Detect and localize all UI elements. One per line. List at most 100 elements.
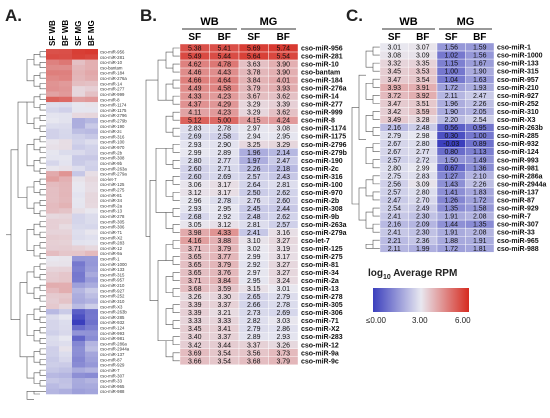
panel-a-row-label: cso-miR-965 <box>100 384 125 389</box>
panel-a-cell <box>59 330 72 336</box>
panel-b-cell-value: 3.54 <box>217 358 231 365</box>
panel-b-cell-value: 2.89 <box>247 334 261 341</box>
panel-c-cell-value: 1.15 <box>444 61 458 68</box>
panel-a-cell <box>72 112 85 119</box>
panel-a-cell <box>72 70 85 76</box>
panel-a-row-label: cso-let-7 <box>100 177 117 182</box>
panel-c-cell-value: 0.80 <box>444 149 458 156</box>
panel-a-cell <box>59 187 72 193</box>
panel-c-cell-value: 1.13 <box>473 149 487 156</box>
panel-a-cell <box>59 271 72 278</box>
panel-a-cell <box>46 340 59 347</box>
panel-a-cell <box>72 187 85 193</box>
panel-b-cell-value: 2.83 <box>188 126 202 133</box>
panel-a-cell <box>72 340 85 347</box>
panel-a-cell <box>85 325 98 331</box>
panel-b-row-label: cso-miR-956 <box>301 46 343 53</box>
panel-c-cell-value: -0.03 <box>443 141 459 148</box>
panel-a-cell <box>46 197 59 204</box>
panel-a-cell <box>72 49 85 55</box>
panel-a-cell <box>59 96 72 103</box>
panel-c-cell-value: 1.72 <box>444 246 458 253</box>
panel-c-cell-value: 1.00 <box>444 69 458 76</box>
panel-a-cell <box>46 330 59 336</box>
panel-a-cell <box>59 224 72 230</box>
panel-c-cell-value: 0.95 <box>473 125 487 132</box>
panel-b-cell-value: 2.41 <box>247 230 261 237</box>
panel-c-cell-value: 1.88 <box>444 238 458 245</box>
panel-c-row-label: cso-miR-7 <box>497 214 531 221</box>
panel-a-row-label: cso-miR-279b <box>100 119 127 124</box>
panel-a-col-header: BF MG <box>87 20 96 46</box>
panel-a-cell <box>72 176 85 182</box>
panel-c-row-label: cso-miR-124 <box>497 149 539 156</box>
panel-a-cell <box>85 176 98 182</box>
panel-b-cell-value: 4.11 <box>188 110 201 117</box>
panel-c-cell-value: 2.56 <box>387 181 401 188</box>
panel-a-cell <box>46 213 59 220</box>
panel-b-row-label: cso-miR-13 <box>301 286 339 293</box>
panel-a-row-label: cso-miR-10 <box>100 60 123 65</box>
panel-a-cell <box>72 224 85 230</box>
panel-c-cell-value: 3.72 <box>387 93 401 100</box>
panel-a-cell <box>72 303 85 310</box>
panel-a-cell <box>46 240 59 246</box>
panel-a-cell <box>59 181 72 188</box>
panel-b-cell-value: 2.95 <box>217 206 231 213</box>
panel-c-cell-value: 1.43 <box>444 181 458 188</box>
panel-a-row-label: cso-miR-286a <box>100 341 127 346</box>
panel-a-cell <box>85 383 98 389</box>
panel-b-cell-value: 3.29 <box>247 110 261 117</box>
panel-a-cell <box>59 75 72 82</box>
panel-c-cell-value: 2.08 <box>473 230 487 237</box>
panel-b-cell-value: 3.01 <box>276 286 290 293</box>
panel-b-cell-value: 2.93 <box>188 142 202 149</box>
panel-a-cell <box>46 91 59 98</box>
panel-b-cell-value: 3.27 <box>276 238 290 245</box>
panel-b-row-label: cso-miR-9a <box>301 350 339 357</box>
panel-a-row-label: cso-miR-981 <box>100 336 125 341</box>
panel-a-col-header: SF WB <box>48 20 57 46</box>
panel-b-cell-value: 3.79 <box>217 246 231 253</box>
panel-c-cell-value: 1.93 <box>473 85 487 92</box>
panel-c-row-label: cso-miR-965 <box>497 238 539 245</box>
panel-a-cell <box>59 319 72 326</box>
panel-c-cell-value: 1.50 <box>444 157 458 164</box>
panel-a-cell <box>72 144 85 151</box>
panel-c-row-label: cso-miR-1 <box>497 45 531 52</box>
panel-a-row-label: cso-miR-310 <box>100 299 125 304</box>
panel-b-cell-value: 2.62 <box>276 214 290 221</box>
panel-b-row-label: cso-miR-100 <box>301 182 343 189</box>
panel-c-cell-value: 1.63 <box>473 77 487 84</box>
panel-b-row-label: cso-miR-1174 <box>301 126 346 133</box>
panel-a-cell <box>59 256 72 262</box>
panel-b-cell-value: 3.41 <box>217 326 231 333</box>
panel-b-cell-value: 3.24 <box>276 278 290 285</box>
panel-b-cell-value: 3.93 <box>276 86 290 93</box>
panel-a-cell <box>72 378 85 384</box>
panel-a-row-label: cso-miR-316 <box>100 134 125 139</box>
panel-b-cell-value: 4.24 <box>276 118 290 125</box>
panel-c-row-label: cso-miR-263b <box>497 125 543 132</box>
panel-a-cell <box>46 155 59 161</box>
panel-a-row-label: cso-miR-71 <box>100 230 123 235</box>
panel-b-dendrogram <box>145 47 180 362</box>
panel-b-row-label: cso-miR-8 <box>301 118 335 125</box>
panel-a-cell <box>85 112 98 119</box>
panel-b-cell-value: 3.12 <box>188 190 202 197</box>
panel-c-row-label: cso-miR-210 <box>497 85 539 92</box>
panel-b-cell-value: 2.92 <box>217 214 231 221</box>
panel-b-cell-value: 2.57 <box>247 174 261 181</box>
panel-a-cell <box>59 309 72 315</box>
panel-c-cell-value: 2.67 <box>387 141 401 148</box>
panel-b-cell-value: 2.18 <box>276 166 290 173</box>
panel-b-cell-value: 3.17 <box>276 254 290 261</box>
panel-b-cell-value: 2.82 <box>247 318 261 325</box>
panel-b-cell-value: 2.76 <box>247 198 261 205</box>
panel-b-cell-value: 4.66 <box>188 78 202 85</box>
panel-c-cell-value: 0.89 <box>473 141 487 148</box>
panel-b-cell-value: 3.62 <box>276 110 290 117</box>
panel-b-cell-value: 3.71 <box>188 278 202 285</box>
panel-b-cell-value: 3.84 <box>217 278 231 285</box>
panel-a-cell <box>72 346 85 352</box>
